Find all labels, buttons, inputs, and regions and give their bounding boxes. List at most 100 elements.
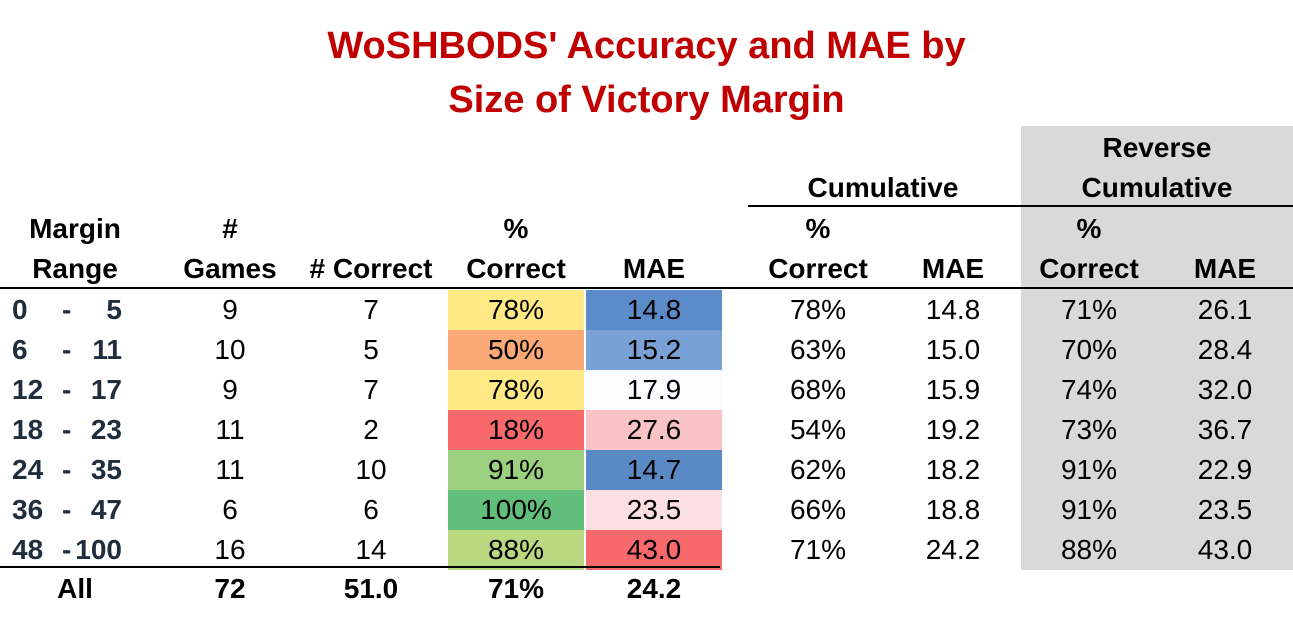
range-high: 5 [106,294,122,325]
header-underline [0,287,1293,289]
rev-mae-cell: 28.4 [1197,334,1253,365]
header-pct-line2: Correct [466,253,566,284]
group-header-reverse-line1: Reverse [1102,132,1212,163]
group-header-cumulative: Cumulative [807,172,959,203]
pct-correct-cell: 88% [448,530,584,570]
total-label: All [57,573,93,604]
cum-mae-cell: 19.2 [925,414,981,445]
range-low: 6 [12,334,28,365]
games-cell: 11 [215,454,245,485]
margin-range-cell: 36-47 [0,490,150,530]
chart-title-line1: WoSHBODS' Accuracy and MAE by [327,25,966,67]
range-dash: - [62,374,72,405]
cum-mae-cell: 18.2 [925,454,981,485]
games-cell: 11 [215,414,245,445]
games-cell: 6 [222,494,238,525]
cum-pct-correct-cell: 78% [789,294,847,325]
header-pct-line1: % [503,213,529,244]
header-cum-pct-line1: % [805,213,831,244]
correct-cell: 7 [363,294,379,325]
mae-cell: 15.2 [586,330,722,370]
mae-cell: 27.6 [586,410,722,450]
range-dash: - [62,334,72,365]
group-underline [748,205,1293,207]
total-correct: 51.0 [343,573,399,604]
margin-range-cell: 6 -11 [0,330,150,370]
pct-correct-cell: 50% [448,330,584,370]
cum-mae-cell: 15.9 [925,374,981,405]
margin-range-cell: 12-17 [0,370,150,410]
range-high: 35 [90,454,122,485]
range-dash: - [62,454,72,485]
rev-pct-correct-cell: 91% [1060,454,1118,485]
total-mae: 24.2 [626,573,682,604]
rev-pct-correct-cell: 73% [1060,414,1118,445]
group-header-reverse-line2: Cumulative [1081,172,1233,203]
mae-cell: 43.0 [586,530,722,570]
range-dash: - [62,294,72,325]
header-rev-pct-line1: % [1076,213,1102,244]
games-cell: 10 [214,334,246,365]
rev-pct-correct-cell: 71% [1060,294,1118,325]
header-games-line2: Games [183,253,277,284]
range-low: 36 [12,494,44,525]
range-low: 0 [12,294,28,325]
cum-pct-correct-cell: 62% [789,454,847,485]
range-high: 100 [75,534,122,565]
cum-mae-cell: 15.0 [925,334,981,365]
range-low: 48 [12,534,44,565]
cum-pct-correct-cell: 66% [789,494,847,525]
rev-mae-cell: 23.5 [1197,494,1253,525]
range-dash: - [62,534,72,565]
correct-cell: 5 [363,334,379,365]
correct-cell: 14 [355,534,387,565]
total-games: 72 [214,573,246,604]
header-correct: # Correct [309,253,433,284]
rev-pct-correct-cell: 74% [1060,374,1118,405]
correct-cell: 10 [355,454,387,485]
cum-pct-correct-cell: 71% [789,534,847,565]
rev-mae-cell: 26.1 [1197,294,1253,325]
games-cell: 16 [214,534,246,565]
margin-range-cell: 18-23 [0,410,150,450]
pct-correct-cell: 78% [448,290,584,330]
games-cell: 9 [222,294,238,325]
cum-pct-correct-cell: 63% [789,334,847,365]
range-high: 47 [90,494,122,525]
cum-pct-correct-cell: 54% [789,414,847,445]
range-low: 18 [12,414,44,445]
header-margin-line1: Margin [29,213,121,244]
correct-cell: 7 [363,374,379,405]
total-pct-correct: 71% [487,573,545,604]
cum-mae-cell: 24.2 [925,534,981,565]
range-high: 17 [90,374,122,405]
header-rev-mae: MAE [1193,253,1257,284]
mae-cell: 14.7 [586,450,722,490]
margin-range-cell: 24-35 [0,450,150,490]
header-margin-line2: Range [32,253,118,284]
margin-range-cell: 0 - 5 [0,290,150,330]
rev-pct-correct-cell: 70% [1060,334,1118,365]
rev-mae-cell: 32.0 [1197,374,1253,405]
range-high: 11 [92,334,122,365]
range-dash: - [62,494,72,525]
rev-pct-correct-cell: 91% [1060,494,1118,525]
pct-correct-cell: 100% [448,490,584,530]
mae-cell: 14.8 [586,290,722,330]
chart-title-line2: Size of Victory Margin [448,79,845,121]
margin-range-cell: 48-100 [0,530,150,570]
cum-pct-correct-cell: 68% [789,374,847,405]
cum-mae-cell: 14.8 [925,294,981,325]
range-dash: - [62,414,72,445]
rev-mae-cell: 43.0 [1197,534,1253,565]
header-rev-pct-line2: Correct [1039,253,1139,284]
cum-mae-cell: 18.8 [925,494,981,525]
mae-cell: 23.5 [586,490,722,530]
rev-mae-cell: 22.9 [1197,454,1253,485]
pct-correct-cell: 78% [448,370,584,410]
range-low: 24 [12,454,44,485]
header-cum-mae: MAE [921,253,985,284]
correct-cell: 6 [363,494,379,525]
header-cum-pct-line2: Correct [768,253,868,284]
reverse-cumulative-shading [1021,126,1293,570]
